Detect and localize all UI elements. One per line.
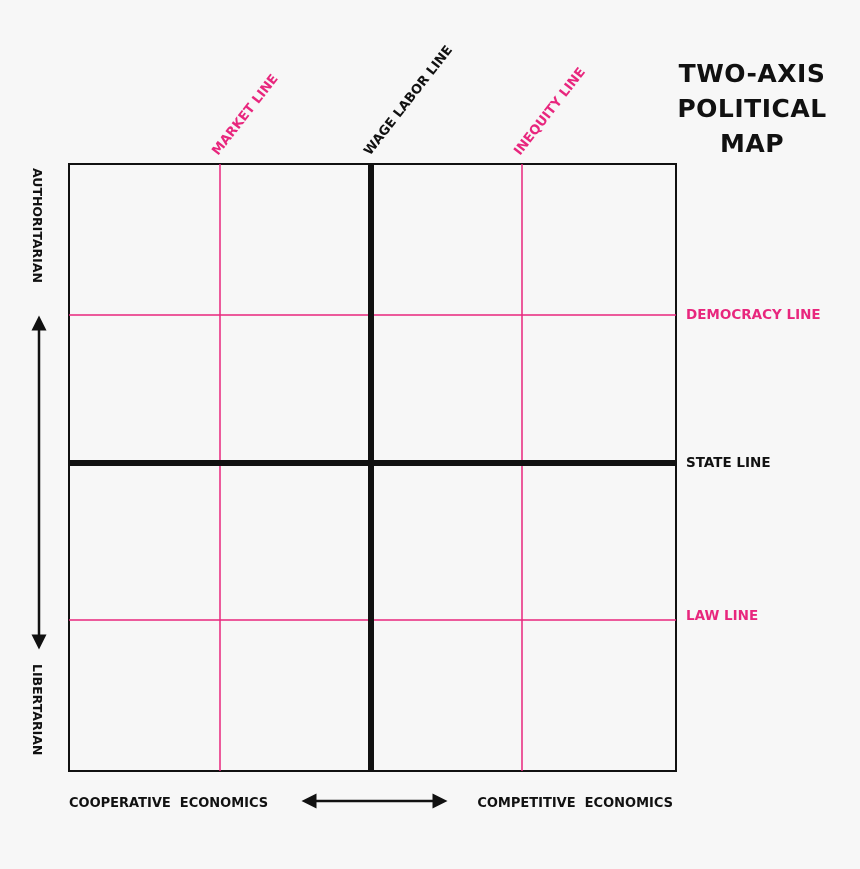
inequity-line-label: INEQUITY LINE [511, 65, 589, 158]
libertarian-label: LIBERTARIAN [30, 664, 45, 755]
diagram-title: TWO-AXIS POLITICAL MAP [672, 56, 832, 161]
authoritarian-label: AUTHORITARIAN [30, 168, 45, 283]
cooperative-economics-label: COOPERATIVE ECONOMICS [69, 796, 268, 811]
market-line-label: MARKET LINE [209, 72, 281, 159]
competitive-economics-label: COMPETITIVE ECONOMICS [477, 796, 673, 811]
law-line-label: LAW LINE [686, 608, 758, 624]
state-line-label: STATE LINE [686, 455, 771, 471]
title-line-2: POLITICAL [677, 94, 827, 123]
title-line-1: TWO-AXIS [678, 59, 826, 88]
title-line-3: MAP [719, 129, 785, 158]
democracy-line-label: DEMOCRACY LINE [686, 307, 821, 323]
wage-labor-line-label: WAGE LABOR LINE [361, 43, 456, 158]
